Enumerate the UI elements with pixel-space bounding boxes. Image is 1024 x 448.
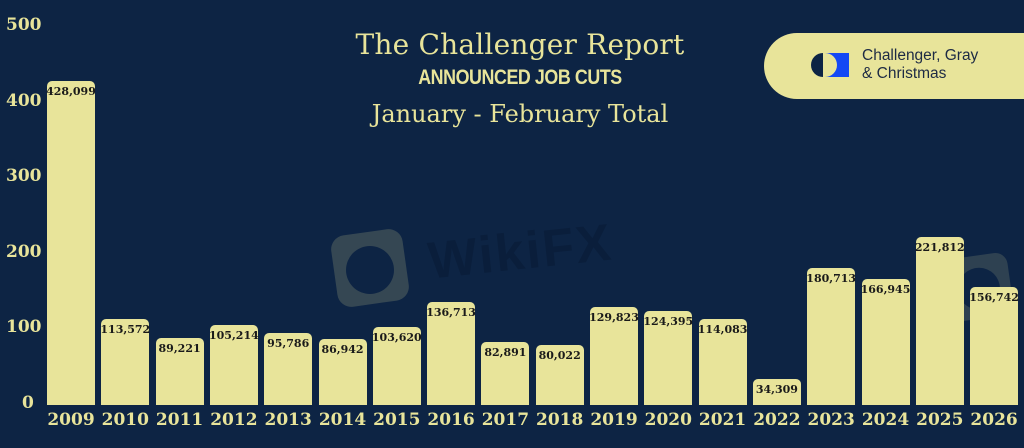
x-tick-label: 2012 xyxy=(210,410,258,430)
y-tick-label: 400 xyxy=(6,90,42,111)
logo-line2: & Christmas xyxy=(862,65,947,82)
bar: 103,620 xyxy=(372,326,422,405)
bar: 113,572 xyxy=(100,319,150,405)
bar: 80,022 xyxy=(535,344,584,405)
x-tick-label: 2025 xyxy=(916,410,964,430)
x-tick-label: 2016 xyxy=(427,410,475,430)
bar: 105,214 xyxy=(209,325,259,405)
logo-text: Challenger, Gray & Christmas xyxy=(862,47,978,83)
watermark-logo-icon xyxy=(331,229,409,307)
bar: 129,823 xyxy=(589,306,639,405)
company-logo: Challenger, Gray & Christmas xyxy=(764,33,1024,99)
bar-value-label: 82,891 xyxy=(484,346,527,360)
bar-value-label: 428,099 xyxy=(46,85,96,99)
bar: 221,812 xyxy=(915,237,965,405)
x-tick-label: 2021 xyxy=(698,410,747,430)
bar-value-label: 89,221 xyxy=(158,341,201,355)
bar-value-label: 166,945 xyxy=(860,282,911,296)
x-tick-label: 2013 xyxy=(264,410,312,430)
bar: 89,221 xyxy=(155,337,204,405)
bar-value-label: 105,214 xyxy=(209,329,259,343)
x-tick-label: 2010 xyxy=(101,410,149,430)
y-tick-label: 0 xyxy=(22,393,34,413)
x-tick-label: 2017 xyxy=(481,410,530,430)
bar-value-label: 221,812 xyxy=(914,241,965,255)
bar-value-label: 113,572 xyxy=(100,323,151,337)
bar-value-label: 95,786 xyxy=(267,336,310,350)
bar: 156,742 xyxy=(969,286,1019,405)
x-tick-label: 2023 xyxy=(807,410,855,430)
bar: 82,891 xyxy=(481,342,530,405)
logo-mark-icon xyxy=(811,53,849,77)
bar: 95,786 xyxy=(264,332,313,405)
x-tick-label: 2022 xyxy=(753,410,801,430)
bar-value-label: 80,022 xyxy=(538,348,581,362)
bar-value-label: 124,395 xyxy=(643,314,694,328)
bar: 428,099 xyxy=(46,81,96,405)
bar-value-label: 86,942 xyxy=(321,343,364,357)
bar: 136,713 xyxy=(426,301,476,405)
bar: 124,395 xyxy=(643,310,693,405)
chart-title: The Challenger Report xyxy=(355,28,685,61)
bar-value-label: 103,620 xyxy=(371,330,422,344)
bar-value-label: 129,823 xyxy=(589,310,639,324)
x-tick-label: 2020 xyxy=(644,410,692,430)
bar-value-label: 136,713 xyxy=(426,305,476,319)
x-tick-label: 2011 xyxy=(155,410,204,430)
x-tick-label: 2014 xyxy=(318,410,367,430)
x-tick-label: 2018 xyxy=(536,410,584,430)
y-tick-label: 500 xyxy=(6,15,42,35)
bar-value-label: 34,309 xyxy=(755,383,798,397)
y-tick-label: 200 xyxy=(6,241,42,262)
x-tick-label: 2024 xyxy=(861,410,910,430)
bar-value-label: 180,713 xyxy=(806,272,857,286)
x-tick-label: 2015 xyxy=(373,410,421,430)
x-tick-label: 2019 xyxy=(590,410,638,430)
bar-value-label: 114,083 xyxy=(697,322,748,336)
y-tick-label: 100 xyxy=(6,317,42,338)
logo-line1: Challenger, Gray xyxy=(862,47,979,64)
bar: 180,713 xyxy=(806,268,856,405)
x-tick-label: 2009 xyxy=(47,410,95,430)
bar-value-label: 156,742 xyxy=(969,290,1019,304)
bar: 114,083 xyxy=(698,318,747,405)
y-tick-label: 300 xyxy=(6,166,42,187)
x-tick-label: 2026 xyxy=(970,410,1018,430)
bar: 86,942 xyxy=(318,339,367,405)
bar: 166,945 xyxy=(861,278,910,405)
chart-period: January - February Total xyxy=(371,100,669,128)
bar: 34,309 xyxy=(752,379,801,405)
watermark-text: WikiFX xyxy=(425,213,616,291)
chart-subtitle: ANNOUNCED JOB CUTS xyxy=(418,66,622,89)
